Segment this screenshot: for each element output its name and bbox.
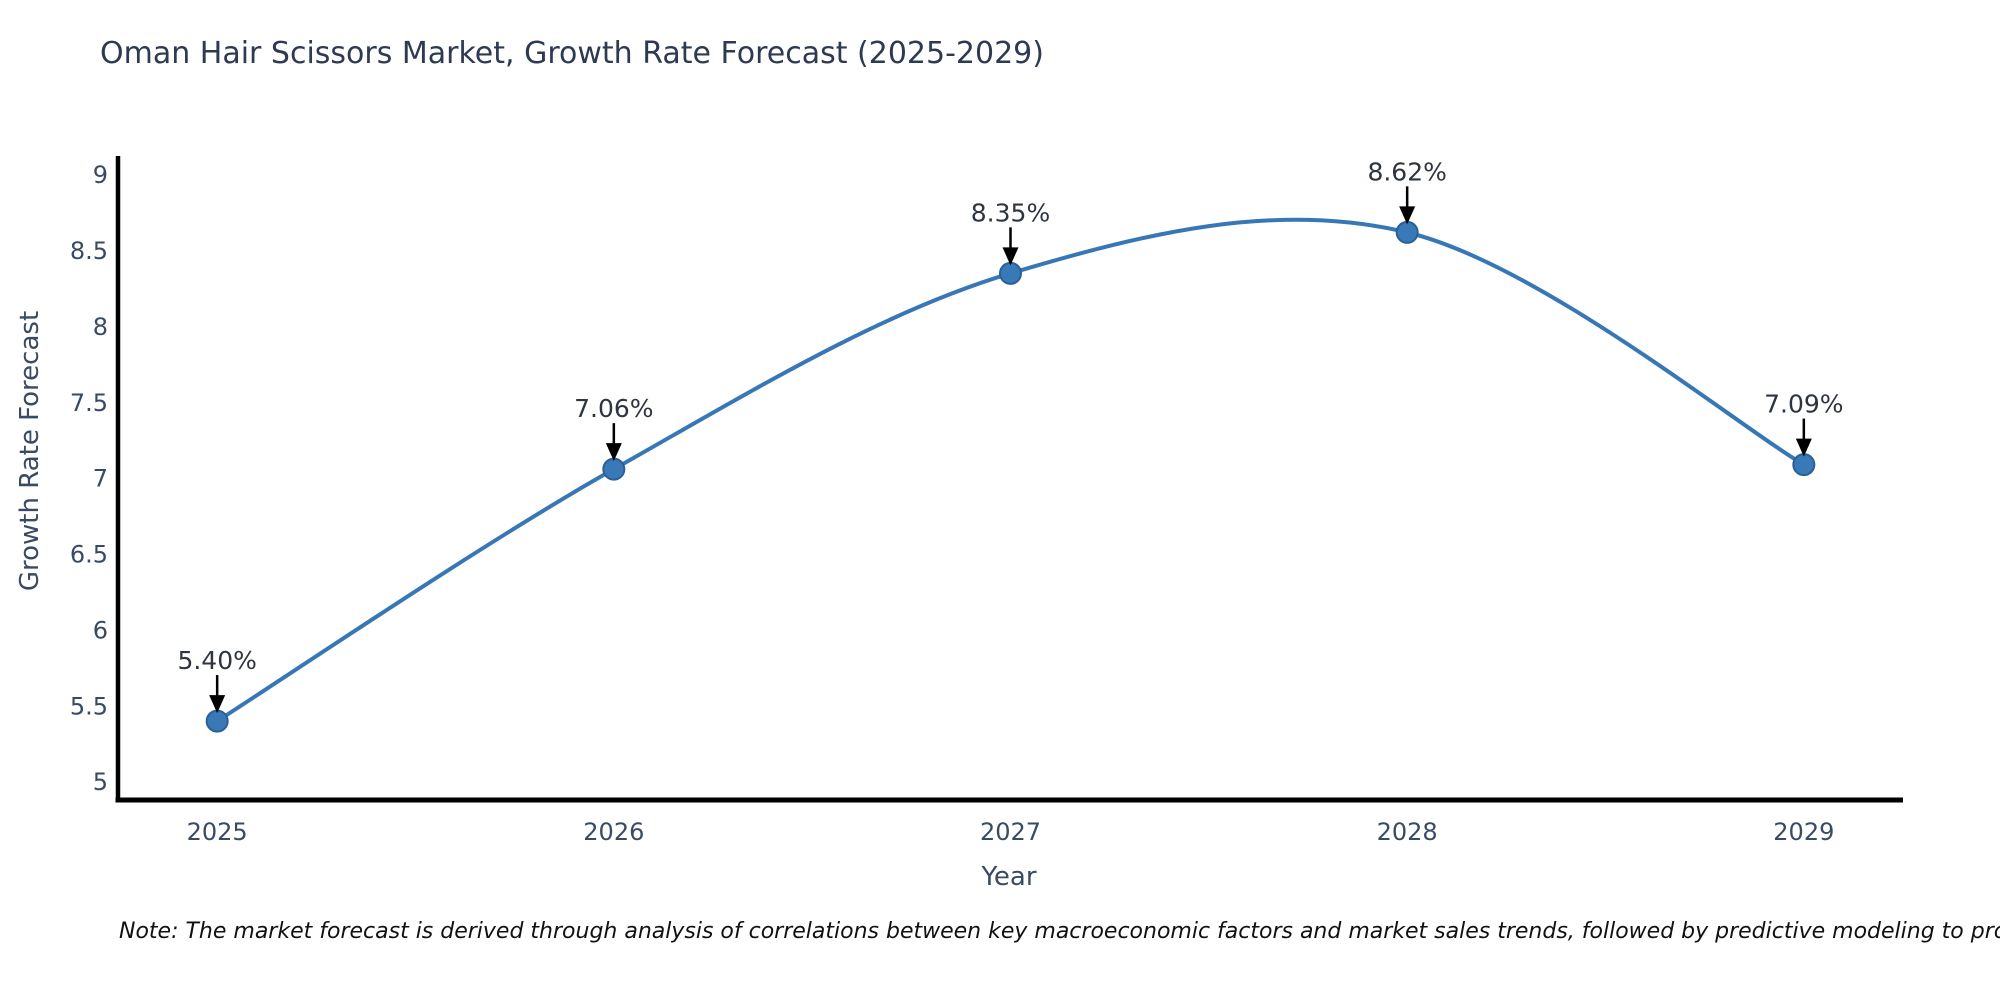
y-axis-tick-label: 5.5 — [70, 692, 108, 720]
y-axis-tick-label: 8 — [93, 313, 108, 341]
y-axis-tick-label: 5 — [93, 768, 108, 796]
x-axis-tick-label: 2029 — [1773, 818, 1834, 846]
data-point-label: 7.09% — [1764, 390, 1843, 419]
chart-title: Oman Hair Scissors Market, Growth Rate F… — [100, 36, 1044, 71]
data-point-label: 7.06% — [574, 394, 653, 423]
data-point-marker — [1395, 220, 1419, 244]
annotation-arrow-head — [209, 695, 226, 714]
y-axis-tick-label: 7 — [93, 465, 108, 493]
y-axis-tick-label: 7.5 — [70, 389, 108, 417]
data-point-label: 5.40% — [177, 646, 256, 675]
data-point-marker — [999, 261, 1022, 285]
y-axis-tick-label: 8.5 — [70, 237, 108, 265]
y-axis-tick-label: 6.5 — [70, 541, 108, 569]
annotation-arrow-head — [605, 443, 622, 462]
data-point-marker — [205, 709, 229, 733]
x-axis-tick-label: 2027 — [980, 818, 1041, 846]
data-point-marker — [1792, 453, 1816, 477]
y-axis-title: Growth Rate Forecast — [15, 310, 45, 592]
y-axis-tick-label: 9 — [93, 161, 108, 189]
data-point-label: 8.35% — [971, 198, 1050, 227]
line-series — [215, 217, 1806, 724]
footnote: Note: The market forecast is derived thr… — [119, 919, 2000, 944]
x-axis-title: Year — [981, 862, 1037, 892]
x-axis-tick-label: 2025 — [187, 818, 248, 846]
data-point-marker — [602, 457, 626, 481]
annotation-arrow-head — [1399, 206, 1416, 225]
x-axis-tick-label: 2028 — [1377, 818, 1438, 846]
x-axis-tick-label: 2026 — [583, 818, 644, 846]
y-axis-tick-label: 6 — [93, 616, 108, 644]
annotation-arrow-head — [1795, 438, 1812, 457]
data-point-label: 8.62% — [1367, 157, 1446, 186]
annotation-arrow-head — [1002, 247, 1019, 266]
